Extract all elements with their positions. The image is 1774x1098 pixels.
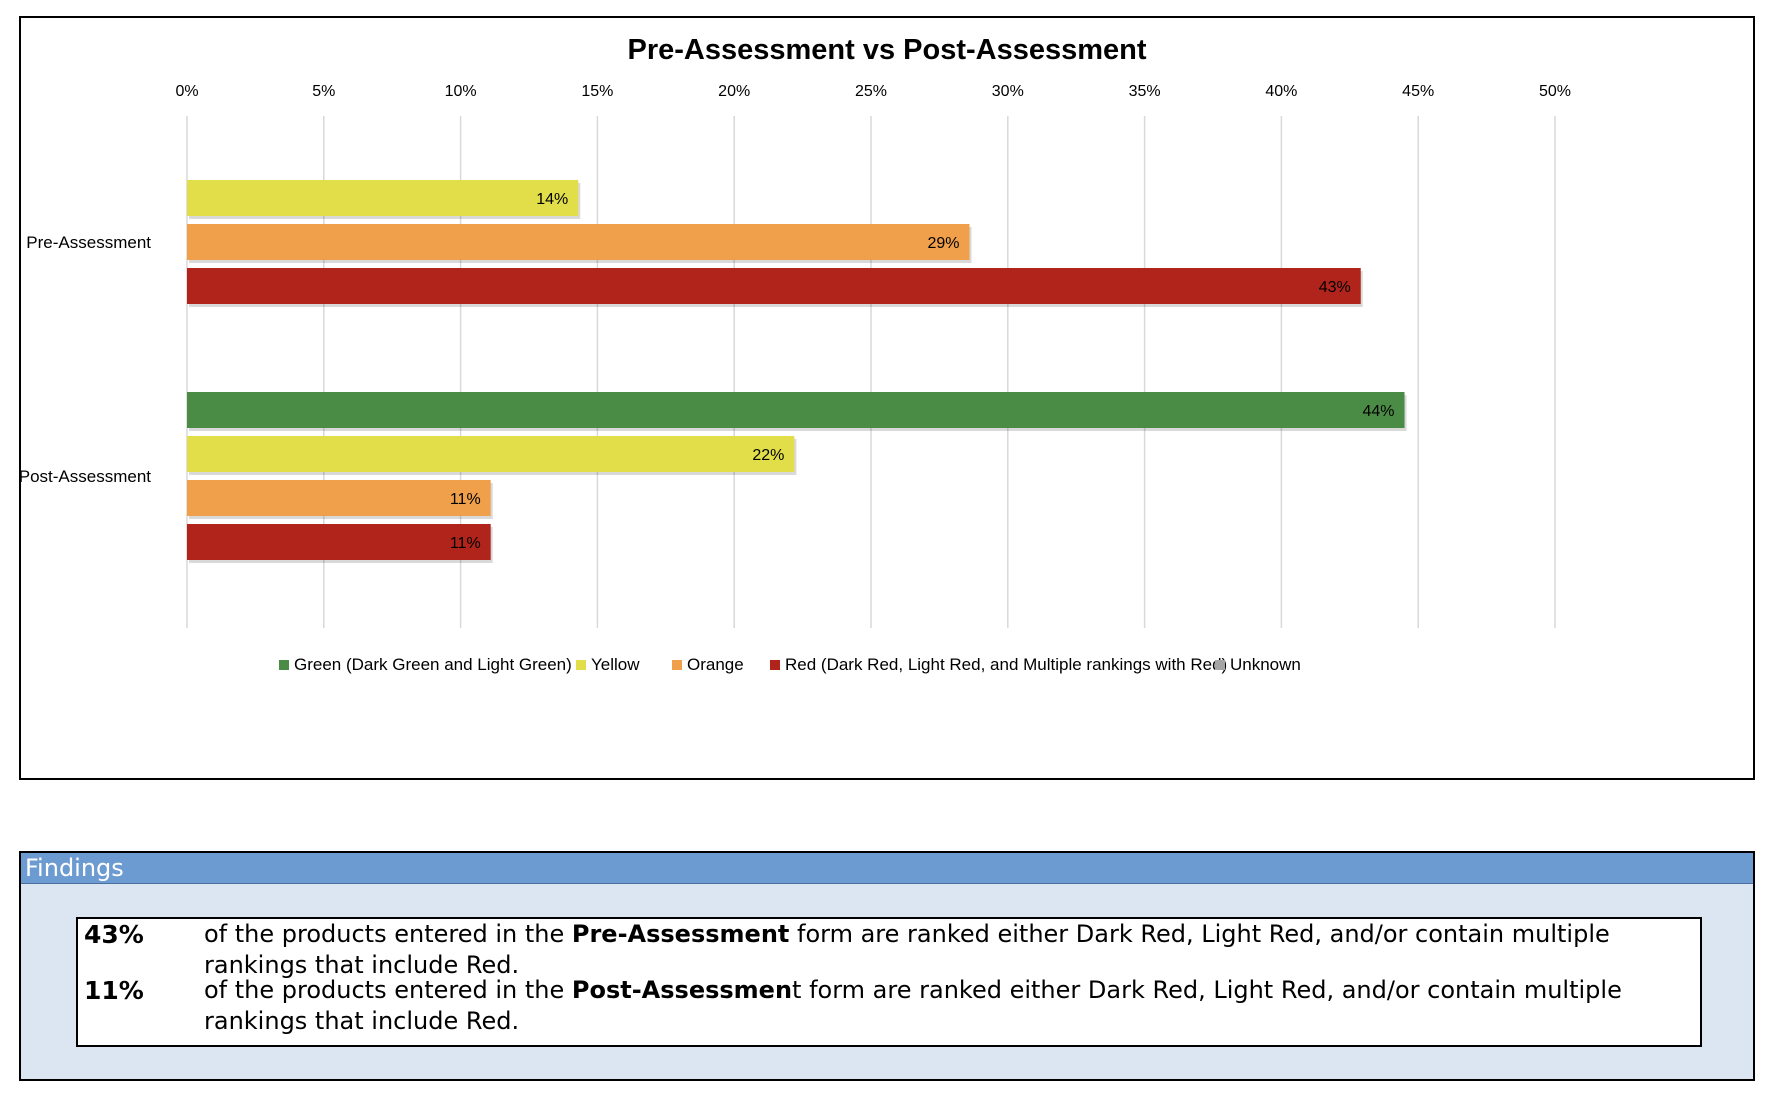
finding-text: of the products entered in the Post-Asse… [204, 975, 1664, 1037]
legend-label: Red (Dark Red, Light Red, and Multiple r… [785, 655, 1227, 674]
bar-chart: Pre-Assessment vs Post-Assessment 0% 5% 10… [21, 34, 1571, 674]
category-label: Post-Assessment [21, 467, 151, 486]
data-label: 14% [536, 191, 568, 208]
bar [187, 224, 970, 260]
x-tick-label: 5% [312, 83, 335, 100]
bar [187, 392, 1405, 428]
data-label: 22% [752, 447, 784, 464]
finding-text-bold: Post-Assessmen [571, 976, 793, 1004]
category-labels: Pre-Assessment Post-Assessment [21, 233, 151, 486]
x-tick-label: 30% [992, 83, 1024, 100]
data-label: 11% [450, 535, 481, 552]
legend-swatch [770, 660, 780, 670]
chart-frame: Pre-Assessment vs Post-Assessment 0% 5% 10… [19, 16, 1755, 780]
bar [187, 524, 491, 560]
data-label: 44% [1362, 403, 1394, 420]
finding-percent: 43% [84, 920, 144, 949]
x-tick-label: 50% [1539, 83, 1571, 100]
legend-swatch [672, 660, 682, 670]
x-tick-label: 40% [1265, 83, 1297, 100]
legend-label: Yellow [591, 655, 640, 674]
bar [187, 180, 579, 216]
category-label: Pre-Assessment [26, 233, 151, 252]
finding-text: of the products entered in the Pre-Asses… [204, 919, 1664, 981]
chart-title: Pre-Assessment vs Post-Assessment [627, 34, 1146, 66]
legend-swatch [279, 660, 289, 670]
legend-label: Green (Dark Green and Light Green) [294, 655, 572, 674]
data-label: 29% [927, 235, 959, 252]
x-tick-label: 10% [445, 83, 477, 100]
legend-swatch [576, 660, 586, 670]
legend-swatch [1215, 660, 1225, 670]
bar [187, 268, 1361, 304]
findings-panel: Findings 43% of the products entered in … [19, 851, 1755, 1081]
legend: Green (Dark Green and Light Green) Yellow… [279, 655, 1301, 674]
bar [187, 436, 795, 472]
x-tick-label: 20% [718, 83, 750, 100]
finding-text-pre: of the products entered in the [204, 976, 572, 1004]
data-label: 43% [1319, 279, 1351, 296]
x-tick-label: 25% [855, 83, 887, 100]
finding-text-post: form are ranked either Dark Red, Light R… [204, 920, 1610, 979]
finding-text-pre: of the products entered in the [204, 920, 572, 948]
x-tick-label: 35% [1129, 83, 1161, 100]
finding-text-post: t form are ranked either Dark Red, Light… [204, 976, 1622, 1035]
data-label: 11% [450, 491, 481, 508]
x-tick-label: 45% [1402, 83, 1434, 100]
x-tick-label: 15% [581, 83, 613, 100]
bars: 14% 29% 43% 44% 22% 11% 11% [187, 180, 1407, 563]
x-axis-ticks: 0% 5% 10% 15% 20% 25% 30% 35% 40% 45% 50% [175, 83, 1571, 100]
finding-percent: 11% [84, 976, 144, 1005]
bar [187, 480, 491, 516]
legend-label: Unknown [1230, 655, 1301, 674]
x-tick-label: 0% [175, 83, 198, 100]
findings-box: 43% of the products entered in the Pre-A… [76, 917, 1702, 1047]
findings-header: Findings [21, 853, 1753, 884]
legend-label: Orange [687, 655, 744, 674]
finding-text-bold: Pre-Assessment [571, 920, 790, 948]
